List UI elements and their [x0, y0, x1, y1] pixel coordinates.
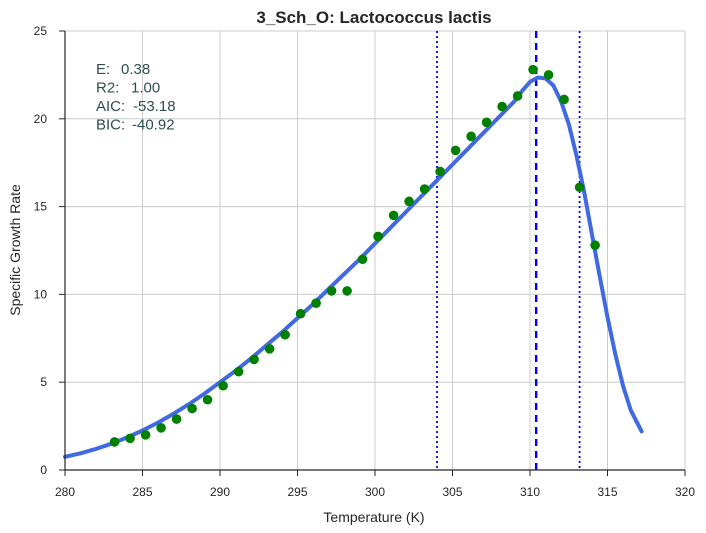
data-points [109, 64, 600, 447]
data-point [156, 423, 166, 433]
data-point [140, 430, 151, 440]
data-point [342, 286, 352, 296]
data-point [388, 210, 399, 221]
data-point [590, 240, 600, 251]
data-point [466, 131, 476, 142]
data-point [202, 394, 213, 405]
data-point [450, 145, 461, 156]
stat-label: E: [96, 61, 110, 78]
x-tick-label: 300 [365, 485, 385, 499]
data-point [357, 254, 368, 265]
fit-curve-group [63, 75, 644, 459]
y-tick-label: 20 [34, 112, 48, 126]
data-point [373, 231, 383, 242]
data-point [233, 366, 244, 377]
y-tick-label: 15 [34, 200, 48, 214]
fit-curve [63, 75, 644, 459]
data-point [249, 354, 259, 365]
data-point [497, 101, 507, 112]
data-point [218, 380, 228, 391]
stat-label: AIC: [96, 98, 125, 115]
data-point [512, 91, 523, 101]
x-axis-label: Temperature (K) [323, 509, 424, 525]
data-point [574, 182, 585, 193]
x-tick-label: 315 [597, 485, 617, 499]
stat-label: BIC: [96, 117, 125, 134]
x-tick-label: 285 [132, 485, 152, 499]
x-tick-label: 310 [520, 485, 540, 499]
data-point [125, 433, 135, 444]
stat-value: 0.38 [121, 61, 150, 78]
y-tick-label: 0 [40, 463, 47, 477]
data-point [419, 184, 430, 194]
data-point [404, 196, 414, 207]
data-point [481, 117, 492, 128]
x-tick-label: 290 [210, 485, 230, 499]
stat-value: -40.92 [132, 117, 175, 134]
data-point [109, 437, 120, 447]
data-point [543, 70, 554, 80]
tick-labels: 280 285 290 295 300 305 310 315 320 0 5 10 15 20 25 [34, 24, 696, 499]
data-point [326, 286, 337, 296]
data-point [311, 298, 321, 308]
data-point [435, 166, 445, 177]
x-tick-label: 280 [55, 485, 75, 499]
data-point [187, 403, 197, 414]
stat-label: R2: [96, 80, 119, 97]
x-tick-label: 295 [287, 485, 307, 499]
data-point [171, 414, 182, 424]
y-tick-label: 25 [34, 24, 48, 38]
data-point [280, 329, 290, 340]
y-axis-label: Specific Growth Rate [7, 184, 23, 316]
data-point [559, 94, 569, 105]
data-point [528, 64, 538, 75]
x-tick-label: 305 [442, 485, 462, 499]
reference-lines [436, 31, 581, 470]
chart-title: 3_Sch_O: Lactococcus lactis [256, 8, 491, 27]
x-tick-label: 320 [675, 485, 695, 499]
y-tick-label: 5 [40, 375, 47, 389]
data-point [295, 308, 306, 319]
y-tick-label: 10 [34, 287, 48, 301]
stat-value: 1.00 [131, 80, 160, 97]
data-point [264, 344, 275, 354]
grid-lines [65, 30, 686, 470]
stat-value: -53.18 [133, 98, 176, 115]
